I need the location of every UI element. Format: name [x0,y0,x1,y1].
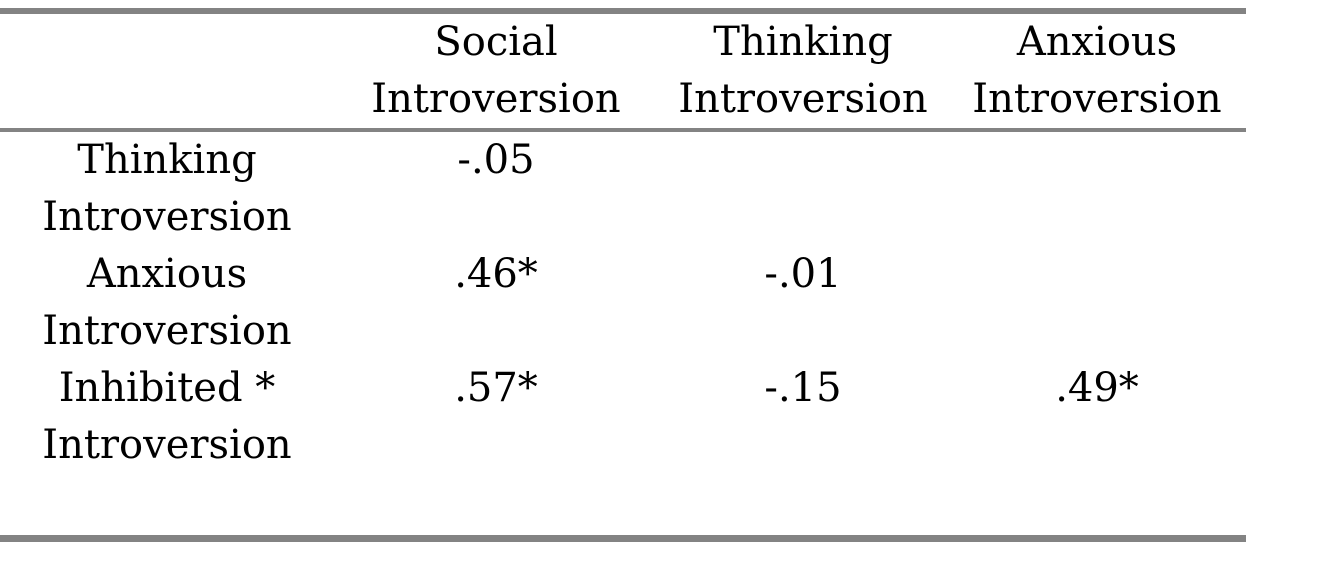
value-cell [658,130,948,246]
value-cell: -.01 [764,251,842,297]
row-label: Thinking Introversion [42,137,292,240]
value-cell: .49* [1055,365,1139,411]
table-row-thinking-introversion: Thinking Introversion -.05 [0,130,1246,246]
value-cell: .46* [454,251,538,297]
table-row-inhibited-introversion: Inhibited * Introversion .57* -.15 .49* [0,360,1246,539]
value-cell [948,130,1246,246]
value-cell: -.15 [764,365,842,411]
col-header-anxious-introversion: Anxious Introversion [948,11,1246,132]
col-header-social-introversion: Social Introversion [334,11,658,132]
correlation-table: Social Introversion Thinking Introversio… [0,8,1246,542]
header-row: Social Introversion Thinking Introversio… [0,11,1246,132]
col-header-thinking-introversion: Thinking Introversion [658,11,948,132]
corner-cell [0,11,334,132]
table-row-anxious-introversion: Anxious Introversion .46* -.01 [0,246,1246,360]
value-cell: .57* [454,365,538,411]
value-cell [948,246,1246,360]
row-label: Anxious Introversion [42,251,292,354]
row-label: Inhibited * Introversion [42,365,292,468]
value-cell: -.05 [457,137,535,183]
